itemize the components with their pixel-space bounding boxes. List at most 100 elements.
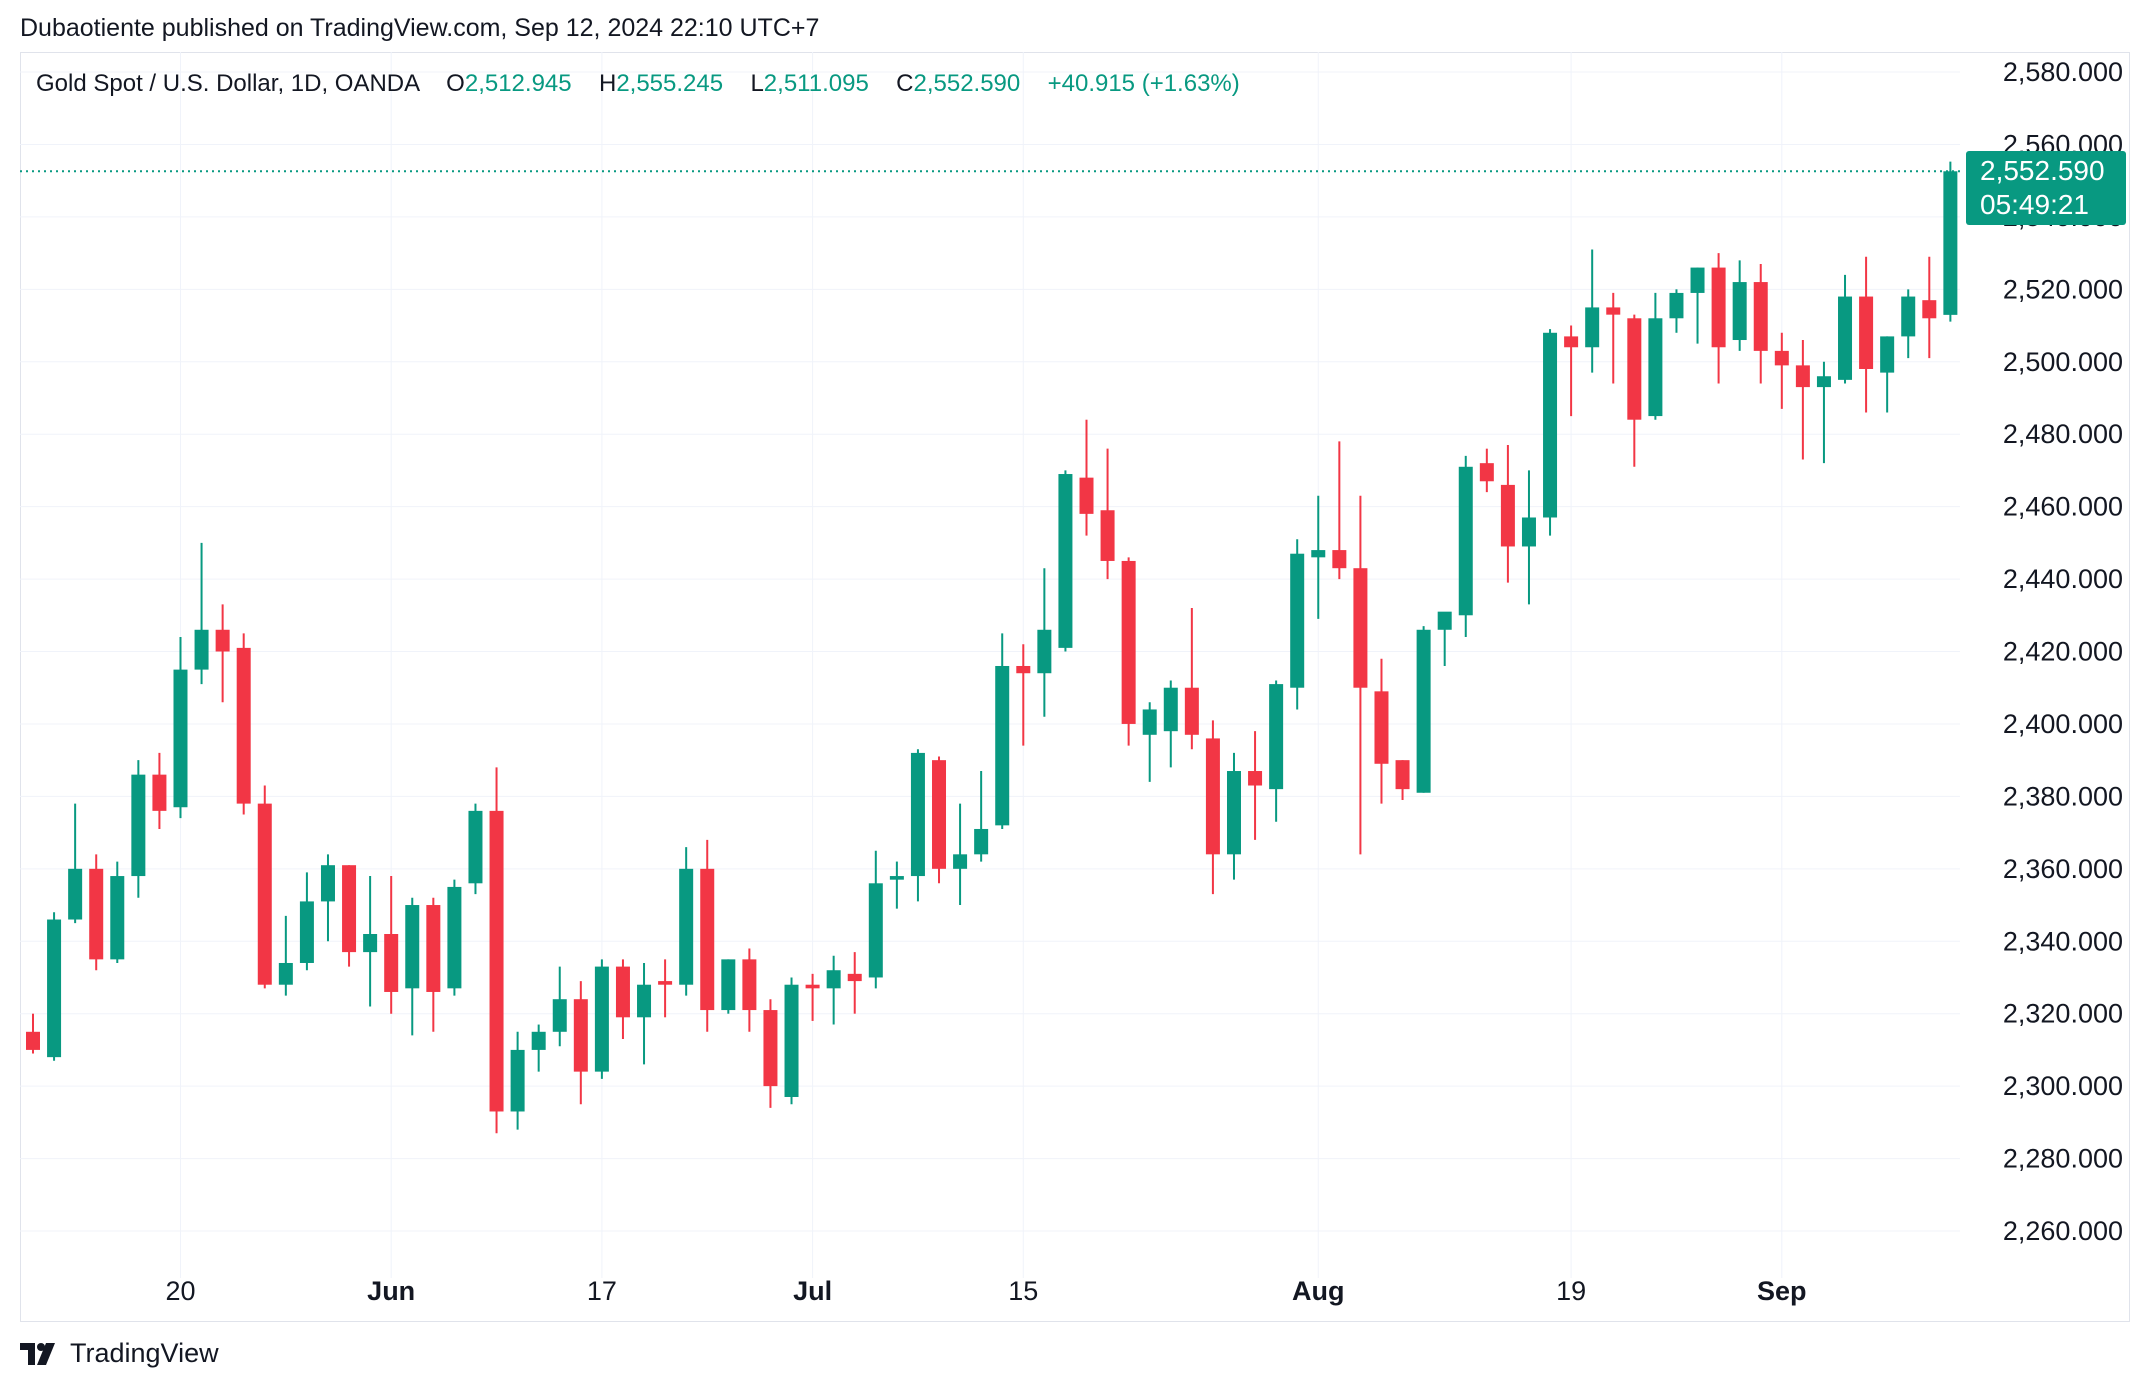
x-tick-label: 20 [165, 1276, 195, 1306]
high-value: 2,555.245 [616, 70, 724, 97]
candle-body [1585, 307, 1600, 348]
candle-body [1880, 336, 1895, 373]
candle-body [594, 966, 609, 1072]
publisher-caption: Dubaotiente published on TradingView.com… [20, 14, 820, 42]
candle-body [1269, 684, 1284, 790]
y-tick-label: 2,580.000 [2003, 57, 2123, 87]
candle-body [152, 774, 167, 811]
open-value: 2,512.945 [464, 70, 572, 97]
y-tick-label: 2,520.000 [2003, 274, 2123, 304]
y-tick-label: 2,320.000 [2003, 999, 2123, 1029]
close-value: 2,552.590 [913, 70, 1021, 97]
candles [26, 161, 1958, 1134]
candle-body [489, 810, 504, 1112]
high-label: H [598, 70, 617, 97]
candle-body [299, 901, 314, 963]
y-tick-label: 2,360.000 [2003, 854, 2123, 884]
candle-body [1205, 738, 1220, 855]
candle-body [805, 984, 820, 989]
candle-body [1543, 332, 1558, 518]
candle-body [1248, 771, 1263, 786]
candle-body [1079, 477, 1094, 514]
candle-body [637, 984, 652, 1018]
candle-body [847, 973, 862, 982]
candle-body [721, 959, 736, 1011]
candle-body [552, 999, 567, 1032]
candle-body [658, 981, 673, 985]
bar-countdown: 05:49:21 [1980, 189, 2089, 220]
candle-body [447, 886, 462, 989]
x-tick-label: 15 [1008, 1276, 1038, 1306]
candle-body [615, 966, 630, 1018]
candle-body [826, 970, 841, 989]
close-label: C [896, 70, 914, 97]
candle-body [1458, 466, 1473, 616]
candle-body [1690, 267, 1705, 293]
candle-body [405, 905, 420, 989]
candle-body [47, 919, 62, 1058]
candle-body [1500, 484, 1515, 547]
candle-body [910, 752, 925, 877]
candle-body [1311, 550, 1326, 558]
candle-body [1795, 365, 1810, 388]
candle-body [236, 647, 251, 804]
candle-body [363, 934, 378, 953]
candle-body [763, 1010, 778, 1087]
last-price-value: 2,552.590 [1980, 155, 2105, 186]
y-tick-label: 2,340.000 [2003, 926, 2123, 956]
candle-body [573, 999, 588, 1072]
candle-body [1437, 611, 1452, 630]
candle-body [1859, 296, 1874, 369]
y-tick-label: 2,500.000 [2003, 347, 2123, 377]
last-price-badge: 2,552.590 05:49:21 [1966, 151, 2126, 225]
candle-body [1711, 267, 1726, 348]
candle-body [1564, 336, 1579, 348]
y-tick-label: 2,300.000 [2003, 1071, 2123, 1101]
x-tick-label: 19 [1556, 1276, 1586, 1306]
candle-body [1226, 771, 1241, 855]
candle-body [1416, 629, 1431, 793]
chart-frame [20, 52, 2130, 1322]
candle-body [1774, 350, 1789, 366]
candle-body [1121, 560, 1136, 724]
candle-body [89, 868, 104, 960]
candle-body [468, 810, 483, 884]
candle-body [1521, 517, 1536, 547]
candle-body [278, 962, 293, 985]
candle-body [1606, 307, 1621, 315]
y-tick-label: 2,420.000 [2003, 637, 2123, 667]
candle-body [1627, 318, 1642, 420]
y-tick-label: 2,380.000 [2003, 781, 2123, 811]
candle-body [173, 669, 188, 808]
candle-body [1163, 687, 1178, 732]
candle-body [889, 876, 904, 880]
candle-body [1353, 568, 1368, 688]
candle-body [1016, 665, 1031, 674]
candle-body [1058, 474, 1073, 648]
brand-name: TradingView [70, 1338, 219, 1368]
candle-body [131, 774, 146, 877]
tradingview-brand[interactable]: TradingView [20, 1338, 219, 1369]
chart-grid [20, 52, 1960, 1278]
x-tick-label: 17 [587, 1276, 617, 1306]
candle-body [1142, 709, 1157, 735]
candle-body [868, 883, 883, 978]
candle-body [1100, 510, 1115, 561]
y-tick-label: 2,280.000 [2003, 1144, 2123, 1174]
candle-body [1669, 292, 1684, 319]
low-value: 2,511.095 [763, 70, 869, 97]
candle-body [1184, 687, 1199, 735]
candle-body [1290, 553, 1305, 688]
candle-body [26, 1031, 40, 1050]
change-value: +40.915 (+1.63%) [1047, 70, 1240, 97]
candle-body [68, 868, 83, 920]
candle-body [342, 865, 357, 953]
candle-body [974, 828, 989, 855]
candle-body [1732, 282, 1747, 341]
candle-body [1838, 296, 1853, 380]
symbol-legend: Gold Spot / U.S. Dollar, 1D, OANDA O2,51… [36, 70, 1240, 98]
x-tick-label: Jun [367, 1276, 415, 1306]
candle-body [1037, 629, 1052, 674]
y-tick-label: 2,440.000 [2003, 564, 2123, 594]
